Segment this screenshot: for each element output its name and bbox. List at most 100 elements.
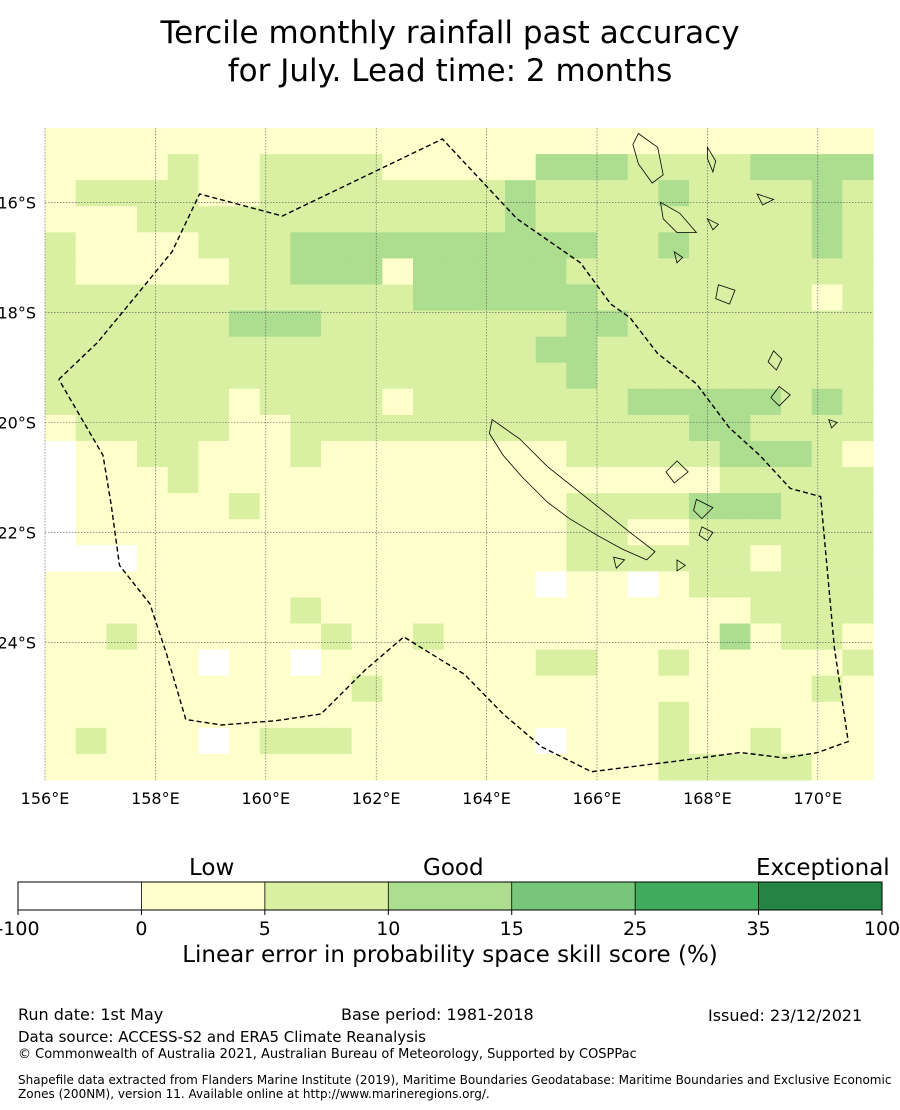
grid-cell	[413, 414, 445, 442]
grid-cell	[505, 180, 537, 207]
grid-cell	[811, 336, 843, 364]
grid-cell	[597, 388, 629, 416]
grid-cell	[106, 675, 138, 703]
grid-cell	[811, 701, 843, 729]
grid-cell	[535, 597, 567, 625]
grid-cell	[443, 493, 475, 520]
grid-cell	[382, 388, 414, 416]
grid-cell	[229, 180, 261, 207]
grid-cell	[259, 623, 291, 651]
grid-cell	[259, 128, 291, 155]
island-outline	[632, 132, 664, 184]
grid-cell	[658, 649, 690, 677]
grid-cell	[382, 753, 414, 781]
grid-cell	[229, 701, 261, 729]
grid-cell	[719, 440, 751, 468]
shapefile-credit-line-1: Shapefile data extracted from Flanders M…	[18, 1073, 892, 1087]
grid-cell	[811, 180, 843, 207]
grid-cell	[597, 727, 629, 755]
grid-cell	[535, 284, 567, 312]
grid-cell	[106, 206, 138, 233]
grid-cell	[535, 232, 567, 259]
grid-cell	[382, 727, 414, 755]
grid-cell	[167, 362, 199, 390]
grid-cell	[290, 128, 322, 155]
grid-cell	[167, 675, 199, 703]
grid-cell	[75, 388, 107, 416]
grid-cell	[566, 440, 598, 468]
grid-cell	[566, 206, 598, 233]
colorbar-bin	[758, 882, 882, 910]
colorbar-bin	[18, 882, 142, 910]
lon-tick-label: 156°E	[21, 789, 70, 808]
grid-cell	[229, 206, 261, 233]
grid-cell	[167, 128, 199, 155]
lon-tick-label: 158°E	[131, 789, 180, 808]
grid-cell	[321, 545, 353, 572]
grid-cell	[137, 701, 169, 729]
grid-cell	[505, 623, 537, 651]
grid-cell	[290, 284, 322, 312]
grid-cell	[750, 649, 782, 677]
grid-cell	[443, 675, 475, 703]
grid-cell	[505, 701, 537, 729]
grid-cell	[75, 701, 107, 729]
grid-cell	[597, 597, 629, 625]
grid-cell	[351, 701, 383, 729]
grid-cell	[137, 258, 169, 286]
grid-cell	[259, 180, 291, 207]
grid-cell	[627, 649, 659, 677]
grid-cell	[290, 206, 322, 233]
grid-cell	[290, 571, 322, 599]
grid-cell	[597, 493, 629, 520]
grid-cell	[75, 154, 107, 181]
grid-cell	[474, 623, 506, 651]
grid-cell	[413, 571, 445, 599]
grid-cell	[45, 701, 77, 729]
grid-cell	[474, 310, 506, 338]
lon-tick-label: 166°E	[573, 789, 622, 808]
grid-cell	[443, 545, 475, 572]
grid-cell	[597, 753, 629, 781]
grid-cell	[719, 623, 751, 651]
grid-cell	[106, 258, 138, 286]
grid-cell	[198, 284, 230, 312]
grid-cell	[382, 675, 414, 703]
grid-cell	[750, 545, 782, 572]
grid-cell	[658, 180, 690, 207]
grid-cell	[505, 493, 537, 520]
grid-cell	[597, 180, 629, 207]
island-outline	[770, 386, 791, 407]
island-outline	[828, 418, 838, 429]
grid-cell	[781, 467, 813, 494]
title-line-1: Tercile monthly rainfall past accuracy	[160, 15, 740, 51]
grid-cell	[627, 362, 659, 390]
grid-cell	[627, 232, 659, 259]
grid-cell	[382, 154, 414, 181]
grid-cell	[198, 310, 230, 338]
grid-cell	[167, 545, 199, 572]
grid-cell	[474, 336, 506, 364]
grid-cell	[719, 727, 751, 755]
grid-cell	[167, 493, 199, 520]
grid-cell	[719, 336, 751, 364]
grid-cell	[137, 440, 169, 468]
grid-cell	[45, 128, 77, 155]
grid-cell	[290, 336, 322, 364]
grid-cell	[505, 649, 537, 677]
grid-cell	[321, 727, 353, 755]
grid-cell	[443, 467, 475, 494]
grid-cell	[781, 701, 813, 729]
grid-cell	[566, 258, 598, 286]
grid-cell	[45, 336, 77, 364]
grid-cell	[229, 154, 261, 181]
grid-cell	[474, 597, 506, 625]
run-date: Run date: 1st May	[18, 1005, 164, 1024]
grid-cell	[443, 180, 475, 207]
grid-cell	[106, 388, 138, 416]
grid-cell	[45, 545, 77, 572]
grid-cell	[597, 467, 629, 494]
grid-cell	[781, 232, 813, 259]
grid-cell	[75, 336, 107, 364]
grid-cell	[290, 180, 322, 207]
